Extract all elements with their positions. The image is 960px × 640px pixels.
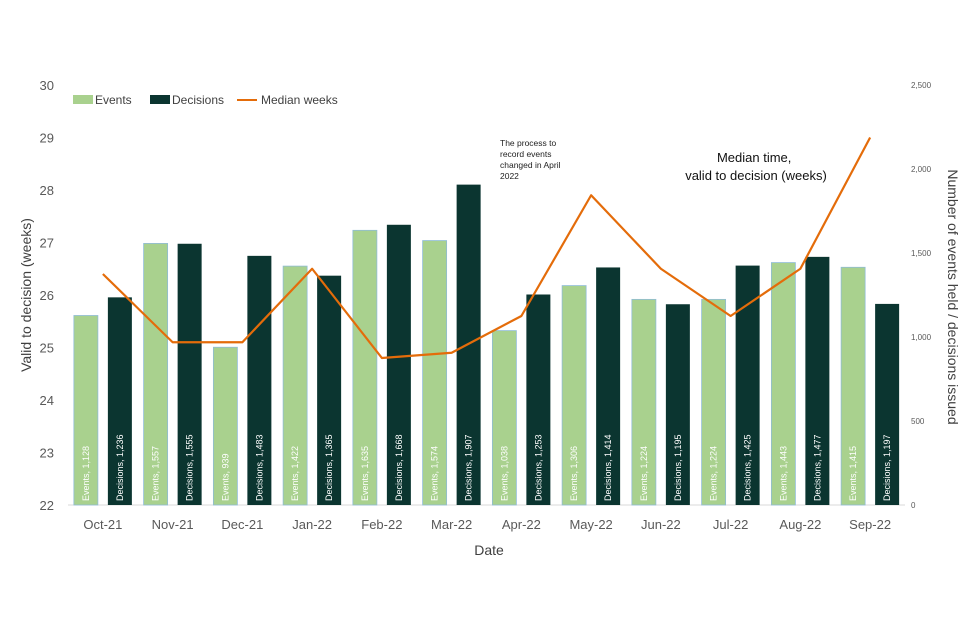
x-axis-ticks: Oct-21 Nov-21 Dec-21 Jan-22 Feb-22 Mar-22 Apr-… <box>83 517 891 532</box>
right-tick-label: 2,000 <box>911 165 932 174</box>
decisions-bar <box>317 275 342 505</box>
x-axis-title: Date <box>474 542 504 558</box>
events-bar-label: Events, 1,224 <box>709 446 719 501</box>
events-bar <box>143 243 169 506</box>
decisions-bar <box>805 256 830 505</box>
events-bar-label: Events, 1,306 <box>569 446 579 501</box>
events-bar <box>631 298 657 506</box>
median-line-group <box>102 136 872 360</box>
right-tick-label: 0 <box>911 501 916 510</box>
decisions-bar-label: Decisions, 1,425 <box>743 434 753 501</box>
events-bar <box>352 229 378 506</box>
left-tick-label: 24 <box>40 393 54 408</box>
x-tick-label: Mar-22 <box>431 517 472 532</box>
decisions-bar-label: Decisions, 1,555 <box>185 434 195 501</box>
legend: Events Decisions Median weeks <box>73 93 338 107</box>
decisions-bar-label: Decisions, 1,365 <box>324 434 334 501</box>
events-bar-label: Events, 1,415 <box>848 446 858 501</box>
x-tick-label: Jun-22 <box>641 517 681 532</box>
x-tick-label: Jul-22 <box>713 517 748 532</box>
decisions-bar-label: Decisions, 1,483 <box>254 434 264 501</box>
x-tick-label: Dec-21 <box>221 517 263 532</box>
x-tick-label: May-22 <box>569 517 612 532</box>
events-bar <box>73 315 99 506</box>
legend-decisions-label: Decisions <box>172 93 224 107</box>
legend-events-swatch <box>73 95 93 104</box>
decisions-bar-label: Decisions, 1,907 <box>464 434 474 501</box>
left-tick-label: 23 <box>40 446 54 461</box>
left-axis-ticks: 22 23 24 25 26 27 28 29 30 <box>40 78 54 513</box>
decisions-bar-label: Decisions, 1,668 <box>394 434 404 501</box>
left-tick-label: 30 <box>40 78 54 93</box>
legend-decisions-swatch <box>150 95 170 104</box>
left-tick-label: 25 <box>40 341 54 356</box>
decisions-bar-label: Decisions, 1,253 <box>533 434 543 501</box>
decisions-bar <box>665 304 690 505</box>
decisions-bar-label: Decisions, 1,195 <box>673 434 683 501</box>
decisions-bar <box>526 294 551 505</box>
events-bar <box>701 298 727 506</box>
events-bar <box>422 240 448 506</box>
events-bar <box>561 285 587 506</box>
decisions-bar <box>247 255 272 505</box>
events-bar <box>212 346 238 506</box>
events-bar-label: Events, 1,443 <box>778 446 788 501</box>
events-bar-label: Events, 1,038 <box>499 446 509 501</box>
events-bar-label: Events, 1,635 <box>360 446 370 501</box>
left-axis-title: Valid to decision (weeks) <box>18 218 34 372</box>
median-annotation-line: Median time, <box>717 150 791 165</box>
events-bar <box>770 262 796 506</box>
right-axis-title: Number of events held / decisions issued <box>945 169 960 424</box>
events-bar-label: Events, 1,128 <box>81 446 91 501</box>
decisions-bar-label: Decisions, 1,477 <box>812 434 822 501</box>
median-annotation: Median time, valid to decision (weeks) <box>685 150 827 183</box>
median-annotation-line: valid to decision (weeks) <box>685 168 827 183</box>
x-tick-label: Feb-22 <box>361 517 402 532</box>
x-tick-label: Apr-22 <box>502 517 541 532</box>
decisions-bar <box>177 243 202 505</box>
decisions-bar <box>386 224 411 505</box>
x-tick-label: Oct-21 <box>83 517 122 532</box>
events-bar <box>282 265 308 506</box>
left-tick-label: 29 <box>40 131 54 146</box>
events-bar <box>840 266 866 506</box>
left-tick-label: 26 <box>40 288 54 303</box>
events-bar-label: Events, 939 <box>220 453 230 501</box>
decisions-bar <box>107 297 132 505</box>
right-tick-label: 1,500 <box>911 249 932 258</box>
decisions-bar <box>596 267 621 505</box>
median-weeks-line <box>102 136 872 360</box>
events-bar-label: Events, 1,574 <box>430 446 440 501</box>
legend-median-label: Median weeks <box>261 93 338 107</box>
bar-labels: Events, 1,128 Decisions, 1,236 Events, 1,5… <box>81 434 892 501</box>
process-note-line: 2022 <box>500 171 519 181</box>
process-note-line: changed in April <box>500 160 561 170</box>
x-tick-label: Aug-22 <box>779 517 821 532</box>
decisions-bar <box>875 303 900 505</box>
decisions-bar-label: Decisions, 1,236 <box>115 434 125 501</box>
right-tick-label: 1,000 <box>911 333 932 342</box>
legend-events-label: Events <box>95 93 132 107</box>
x-tick-label: Sep-22 <box>849 517 891 532</box>
process-note-line: The process to <box>500 138 556 148</box>
left-tick-label: 22 <box>40 498 54 513</box>
right-tick-label: 2,500 <box>911 81 932 90</box>
decisions-bar-label: Decisions, 1,197 <box>882 434 892 501</box>
right-tick-label: 500 <box>911 417 925 426</box>
x-tick-label: Jan-22 <box>292 517 332 532</box>
process-note: The process to record events changed in … <box>500 138 563 181</box>
left-tick-label: 28 <box>40 183 54 198</box>
decisions-bar-label: Decisions, 1,414 <box>603 434 613 501</box>
bars <box>73 184 900 506</box>
events-bar-label: Events, 1,224 <box>639 446 649 501</box>
events-bar-label: Events, 1,557 <box>151 446 161 501</box>
process-note-line: record events <box>500 149 552 159</box>
x-tick-label: Nov-21 <box>152 517 194 532</box>
events-bar-label: Events, 1,422 <box>290 446 300 501</box>
events-bar <box>491 330 517 506</box>
right-axis-ticks: 0 500 1,000 1,500 2,000 2,500 <box>911 81 932 510</box>
left-tick-label: 27 <box>40 236 54 251</box>
